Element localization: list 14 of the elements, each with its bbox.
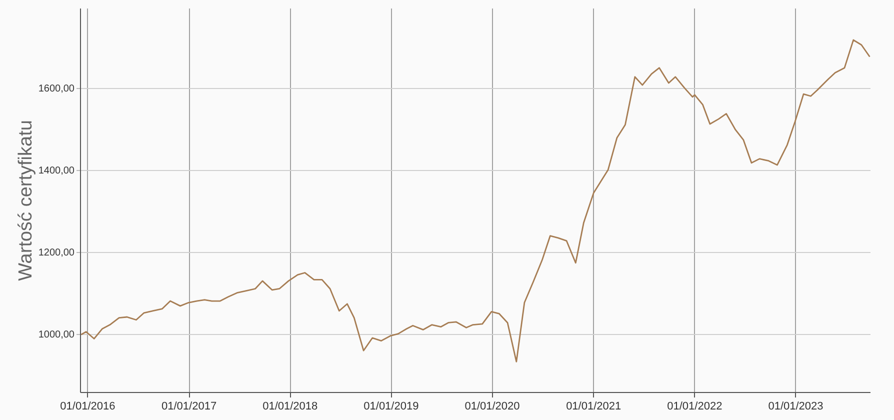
y-tick-label: 1200,00 (38, 247, 75, 258)
x-tick-label: 01/01/2022 (667, 400, 722, 412)
x-tick-label: 01/01/2020 (464, 400, 520, 412)
line-series (80, 39, 870, 362)
y-tick-label: 1600,00 (38, 83, 75, 94)
y-tick-label: 1400,00 (38, 165, 75, 176)
x-tick-label: 01/01/2016 (60, 400, 116, 412)
y-tick-label: 1000,00 (38, 329, 75, 340)
x-tick-label: 01/01/2021 (566, 400, 622, 412)
x-tick-label: 01/01/2023 (768, 400, 824, 412)
x-tick-label: 01/01/2018 (262, 400, 318, 412)
x-tick-label: 01/01/2017 (162, 400, 217, 412)
x-tick-label: 01/01/2019 (364, 400, 419, 412)
y-axis-title: Wartość certyfikatu (15, 120, 36, 281)
